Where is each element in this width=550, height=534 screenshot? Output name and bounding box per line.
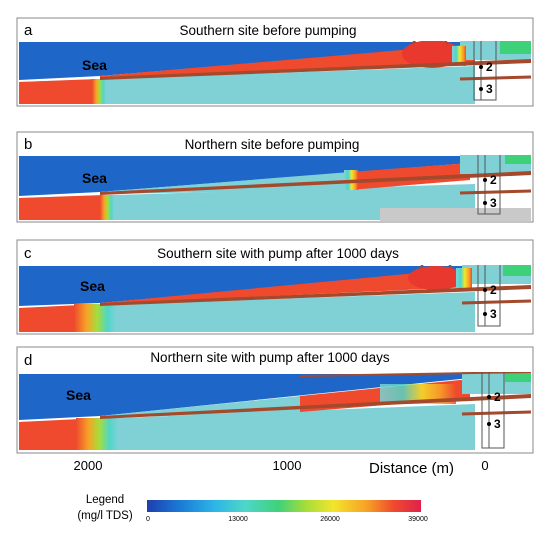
land-fresh (500, 40, 531, 54)
title-band (18, 19, 532, 41)
well-point-3 (487, 422, 491, 426)
distance-axis: 2000 1000 0 Distance (m) (74, 458, 489, 477)
lower-transition (92, 79, 106, 104)
title-band (18, 348, 532, 372)
well-point-2 (483, 178, 487, 182)
sea-label: Sea (82, 170, 107, 186)
nearshore-transition (456, 268, 472, 288)
saline-zone (100, 268, 470, 304)
well-label-3: 3 (486, 82, 493, 96)
title-band (18, 241, 532, 265)
panel-d: 2 3 d Northern site with pump after 1000… (16, 346, 534, 454)
lower-transition (74, 304, 116, 332)
land-fresh (503, 262, 531, 276)
well-label-2: 2 (490, 283, 497, 297)
axis-tick-label: 0 (481, 458, 488, 473)
well-label-2: 2 (490, 173, 497, 187)
sea-label: Sea (66, 387, 91, 403)
lower-aquifer (19, 184, 475, 220)
legend-tick-label: 39000 (408, 516, 428, 523)
legend: Legend (mg/l TDS) 0 13000 26000 39000 (77, 494, 428, 523)
well-label-3: 3 (490, 307, 497, 321)
axis-tick-label: 2000 (74, 458, 103, 473)
legend-units: (mg/l TDS) (77, 510, 133, 522)
well-point-3 (479, 87, 483, 91)
panel-title: Northern site before pumping (185, 137, 360, 152)
legend-tick-label: 26000 (320, 516, 340, 523)
clay-layer-deep (461, 299, 532, 305)
sea-label: Sea (82, 57, 107, 73)
clay-layer-upper (100, 394, 531, 419)
panel-letter: c (24, 245, 32, 262)
sea-water (19, 156, 470, 196)
well-label-3: 3 (494, 417, 501, 431)
panel-b: 2 3 b Northern site before pumping Sea (16, 131, 534, 223)
lower-transition (100, 195, 114, 220)
well-point-3 (483, 312, 487, 316)
panel-letter: d (24, 352, 32, 369)
lower-saline-wedge (19, 195, 104, 220)
basement-gray (380, 208, 531, 221)
well-point-2 (479, 65, 483, 69)
clay-layer-deep (459, 189, 532, 195)
lower-transition (76, 418, 118, 450)
upper-aquifer-fresh (100, 396, 300, 418)
clay-layer-upper (100, 285, 531, 306)
upper-aquifer-fresh (100, 172, 350, 194)
clay-layer-surface (299, 371, 532, 377)
legend-tick-label: 13000 (228, 516, 248, 523)
axis-title: Distance (m) (369, 460, 454, 477)
well-label-3: 3 (490, 196, 497, 210)
sea-water (19, 266, 470, 306)
axis-tick-label: 1000 (273, 458, 302, 473)
well-point-2 (483, 288, 487, 292)
lower-saline-wedge (19, 79, 98, 104)
panel-a: 2 3 a Southern site before pumping Sea (16, 17, 534, 107)
legend-title: Legend (86, 494, 124, 506)
legend-tick-label: 0 (146, 516, 150, 523)
clay-layer-upper (100, 171, 531, 195)
saline-zone (350, 163, 470, 190)
panel-letter: a (24, 22, 33, 39)
saline-mound (408, 266, 464, 290)
panel-title: Southern site before pumping (179, 23, 356, 38)
sea-water (19, 374, 470, 420)
well-point-3 (483, 201, 487, 205)
panel-title: Northern site with pump after 1000 days (150, 350, 390, 365)
lower-aquifer (19, 404, 475, 450)
saline-zone (100, 45, 460, 77)
panel-c: 2 3 c Southern site with pump after 1000… (16, 239, 534, 335)
lower-saline-wedge (19, 419, 80, 450)
lower-aquifer (19, 66, 475, 104)
saline-mound (402, 40, 462, 68)
well-label-2: 2 (494, 390, 501, 404)
sea-water (19, 42, 470, 80)
lower-saline-wedge (19, 305, 80, 332)
well-label-2: 2 (486, 60, 493, 74)
lower-aquifer (19, 292, 475, 332)
sea-label: Sea (80, 278, 105, 294)
clay-layer-upper (100, 59, 531, 80)
title-band (18, 133, 532, 155)
panel-title: Southern site with pump after 1000 days (157, 246, 399, 261)
well-point-2 (487, 395, 491, 399)
panel-letter: b (24, 136, 32, 153)
clay-layer-deep (461, 410, 532, 416)
nearshore-transition (452, 46, 466, 66)
legend-colorbar (147, 500, 421, 512)
